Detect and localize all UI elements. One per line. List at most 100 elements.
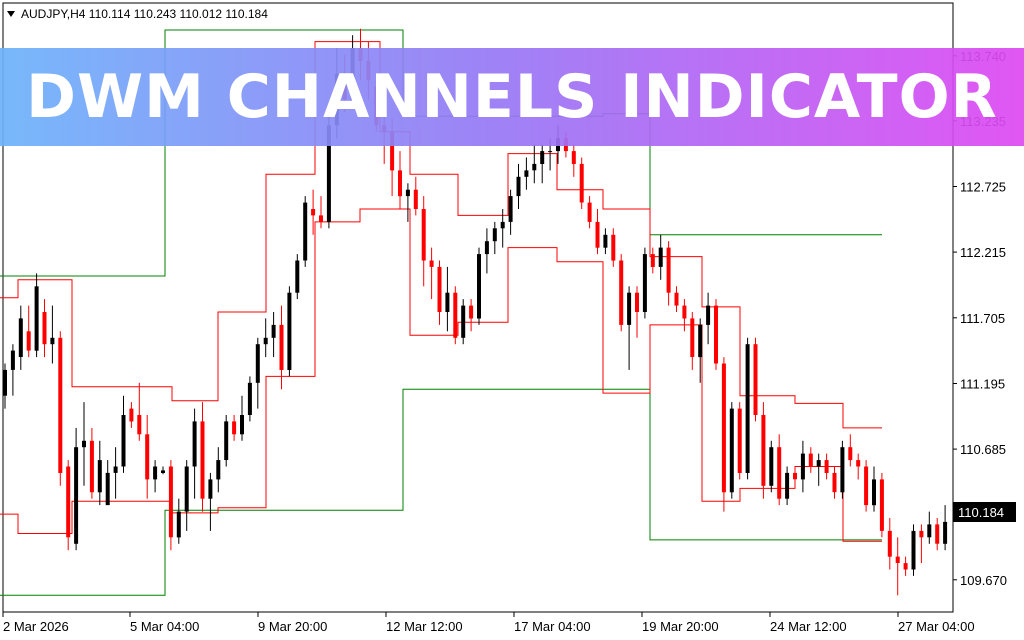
candle: [3, 363, 7, 409]
candle: [714, 299, 718, 370]
candle: [911, 524, 916, 576]
candle: [516, 163, 521, 209]
candle-body: [311, 209, 316, 216]
candle-body: [721, 363, 726, 493]
candle: [255, 337, 260, 409]
candle-body: [927, 524, 932, 538]
candle: [793, 466, 797, 486]
candle: [168, 460, 173, 551]
candle: [303, 196, 308, 267]
x-tick-label: 9 Mar 20:00: [258, 619, 327, 634]
candle: [492, 221, 497, 255]
candle: [650, 247, 655, 274]
candle-body: [89, 440, 94, 493]
candle-body: [729, 408, 734, 493]
candle-body: [255, 344, 260, 383]
triangle-down-icon[interactable]: [7, 11, 15, 17]
candle-body: [603, 234, 608, 248]
candle-body: [287, 292, 292, 370]
candle: [421, 196, 426, 287]
candle: [500, 209, 505, 248]
candle-body: [714, 305, 718, 364]
candle: [635, 286, 639, 338]
candle: [698, 318, 703, 383]
candle-body: [405, 189, 410, 197]
candle-body: [437, 266, 442, 312]
candle: [10, 344, 15, 396]
candle: [319, 196, 323, 229]
candle-body: [105, 472, 110, 506]
candle: [840, 440, 845, 499]
candle-body: [548, 151, 553, 153]
candle: [721, 357, 726, 512]
candle-body: [469, 305, 474, 319]
candle-body: [524, 170, 529, 177]
y-tick-label: 111.195: [960, 377, 1005, 392]
candle: [579, 157, 584, 209]
candle-body: [145, 434, 150, 480]
candle: [658, 234, 663, 280]
candle-body: [658, 247, 663, 267]
candle-body: [824, 460, 829, 473]
candle: [706, 292, 711, 345]
candle: [832, 466, 837, 499]
candle: [595, 209, 600, 255]
candle-body: [42, 312, 47, 345]
candle: [540, 144, 545, 184]
candle: [461, 299, 466, 345]
candle: [287, 286, 292, 377]
candle: [208, 472, 213, 531]
candle: [856, 453, 861, 480]
candle-body: [619, 260, 624, 325]
candle-body: [271, 324, 276, 338]
candle-body: [737, 408, 742, 473]
candle: [690, 312, 695, 370]
candle: [682, 299, 687, 332]
candle: [603, 228, 608, 255]
candle: [848, 434, 853, 467]
candle-body: [445, 292, 450, 312]
candle-body: [516, 176, 521, 197]
candle-body: [232, 421, 237, 435]
candle: [97, 440, 102, 506]
time-axis: 2 Mar 2026 5 Mar 04:00 9 Mar 20:00 12 Mar 1…: [2, 612, 975, 634]
candle: [34, 273, 39, 358]
candle-body: [706, 305, 711, 325]
candle-body: [121, 415, 126, 467]
candle-body: [943, 521, 948, 544]
candle-body: [761, 415, 766, 486]
candle: [184, 460, 189, 531]
candle-body: [192, 421, 197, 467]
candle: [508, 189, 513, 235]
candle: [216, 447, 221, 493]
candle-body: [635, 292, 639, 312]
candle-body: [611, 234, 616, 261]
candle: [619, 254, 624, 332]
candle: [192, 408, 197, 499]
candle-body: [303, 202, 308, 261]
candle: [232, 415, 237, 441]
candle: [137, 382, 142, 441]
candle-body: [800, 453, 805, 480]
candle-body: [224, 421, 229, 460]
x-tick-label: 24 Mar 12:00: [770, 619, 847, 634]
candle-body: [698, 324, 703, 358]
candle-body: [682, 305, 687, 319]
candle-body: [642, 254, 647, 312]
candle: [153, 460, 158, 493]
candle: [879, 472, 884, 538]
candle: [263, 318, 268, 358]
candle: [405, 183, 410, 222]
candle-body: [168, 466, 173, 538]
candle-body: [200, 421, 205, 499]
candle-body: [571, 151, 576, 164]
candle: [745, 337, 750, 480]
y-tick-label: 112.215: [960, 245, 1006, 260]
candle-body: [879, 479, 884, 531]
last-price-marker: 110.184: [953, 502, 1016, 522]
candle: [295, 254, 300, 300]
candle-body: [398, 170, 402, 197]
candle: [89, 427, 94, 499]
candle-body: [674, 292, 679, 306]
x-tick-label: 12 Mar 12:00: [386, 619, 463, 634]
